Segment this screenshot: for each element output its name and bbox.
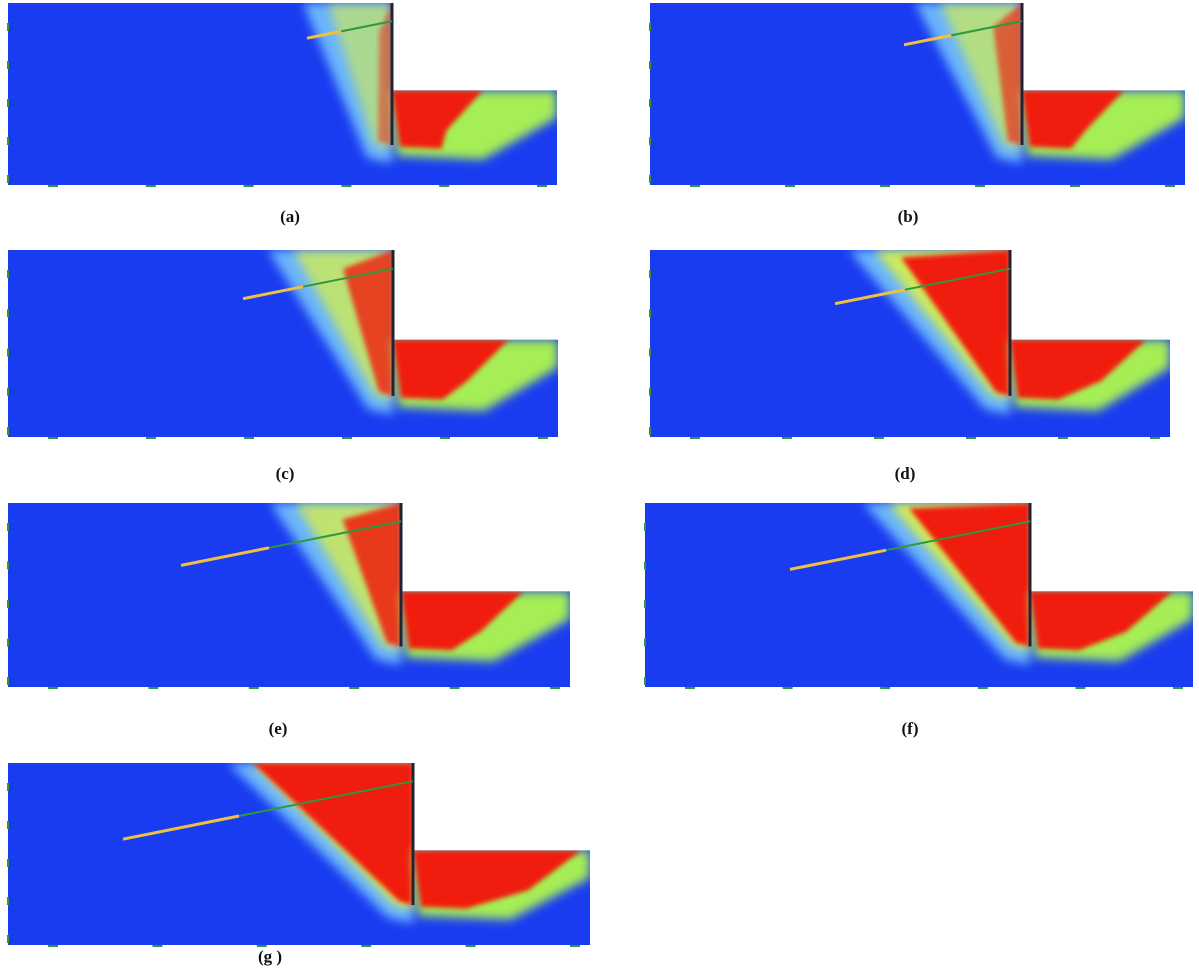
contours bbox=[849, 250, 1170, 415]
panel bbox=[649, 250, 1170, 439]
contours bbox=[863, 503, 1193, 665]
panel-label: (g ) bbox=[258, 947, 282, 966]
anchor-free bbox=[302, 267, 394, 288]
panel bbox=[649, 3, 1185, 187]
panel bbox=[7, 3, 557, 187]
passive-red bbox=[392, 90, 483, 149]
anchor-grout bbox=[242, 285, 304, 301]
passive-red bbox=[401, 591, 524, 651]
panel bbox=[7, 503, 570, 689]
passive-red bbox=[1022, 90, 1124, 149]
active-red bbox=[343, 250, 393, 396]
anchor-free bbox=[238, 780, 414, 817]
anchor-grout bbox=[180, 546, 270, 567]
anchor-free bbox=[340, 20, 393, 33]
panel-label: (a) bbox=[280, 207, 300, 226]
active-red bbox=[378, 3, 392, 145]
contours bbox=[268, 250, 558, 415]
anchor-free bbox=[904, 267, 1011, 291]
anchor-grout bbox=[789, 548, 887, 571]
anchor-grout bbox=[903, 33, 952, 47]
contours bbox=[270, 503, 570, 665]
passive-red bbox=[413, 850, 582, 909]
active-red bbox=[342, 503, 401, 647]
panel-label: (d) bbox=[895, 464, 916, 483]
panel bbox=[7, 250, 558, 439]
panel bbox=[644, 503, 1193, 689]
active-red bbox=[993, 3, 1022, 145]
anchor-free bbox=[268, 520, 402, 549]
contours bbox=[915, 3, 1185, 164]
anchor-grout bbox=[122, 814, 240, 841]
passive-red bbox=[1010, 339, 1146, 400]
active-red bbox=[901, 250, 1010, 396]
active-yellow bbox=[328, 3, 392, 149]
active-red bbox=[253, 763, 413, 905]
anchor-grout bbox=[306, 29, 342, 40]
panel-label: (b) bbox=[898, 207, 919, 226]
anchor-free bbox=[951, 20, 1023, 37]
contours bbox=[303, 3, 557, 164]
panel-label: (f) bbox=[902, 719, 919, 738]
panel-label: (e) bbox=[269, 719, 288, 738]
anchor-free bbox=[885, 520, 1031, 552]
passive-red bbox=[393, 339, 509, 400]
panel-label: (c) bbox=[276, 464, 295, 483]
passive-red bbox=[1030, 591, 1173, 651]
contours bbox=[228, 763, 590, 924]
anchor-grout bbox=[834, 288, 906, 306]
panel bbox=[7, 763, 590, 947]
